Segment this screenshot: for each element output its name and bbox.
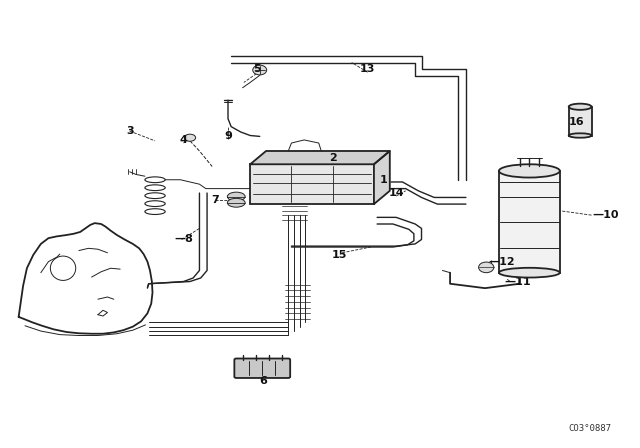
Text: 6: 6 xyxy=(259,376,267,386)
Ellipse shape xyxy=(569,103,591,110)
FancyBboxPatch shape xyxy=(234,358,290,378)
Text: 15: 15 xyxy=(332,250,347,260)
Text: 2: 2 xyxy=(329,153,337,163)
Text: 16: 16 xyxy=(569,117,585,127)
Text: CO3°0887: CO3°0887 xyxy=(568,424,611,433)
Text: 14: 14 xyxy=(388,188,404,198)
Bar xyxy=(569,107,591,135)
Text: 7: 7 xyxy=(211,195,219,205)
Text: 4: 4 xyxy=(180,135,188,145)
Ellipse shape xyxy=(184,134,196,141)
Text: —10: —10 xyxy=(593,210,620,220)
Text: —12: —12 xyxy=(488,257,515,267)
Ellipse shape xyxy=(227,198,245,207)
Text: 13: 13 xyxy=(360,64,375,74)
Ellipse shape xyxy=(569,134,591,138)
Ellipse shape xyxy=(499,164,560,177)
Ellipse shape xyxy=(499,268,560,277)
Text: —8: —8 xyxy=(174,234,193,245)
Polygon shape xyxy=(250,151,390,164)
Text: —11: —11 xyxy=(504,276,531,287)
Text: 9: 9 xyxy=(224,130,232,141)
Text: 3: 3 xyxy=(126,126,134,136)
Text: 1: 1 xyxy=(380,175,387,185)
Bar xyxy=(250,164,374,204)
Ellipse shape xyxy=(253,65,267,75)
Text: 5: 5 xyxy=(253,64,260,74)
Circle shape xyxy=(479,262,494,273)
Bar xyxy=(499,171,560,273)
Ellipse shape xyxy=(227,192,245,201)
Polygon shape xyxy=(374,151,390,204)
